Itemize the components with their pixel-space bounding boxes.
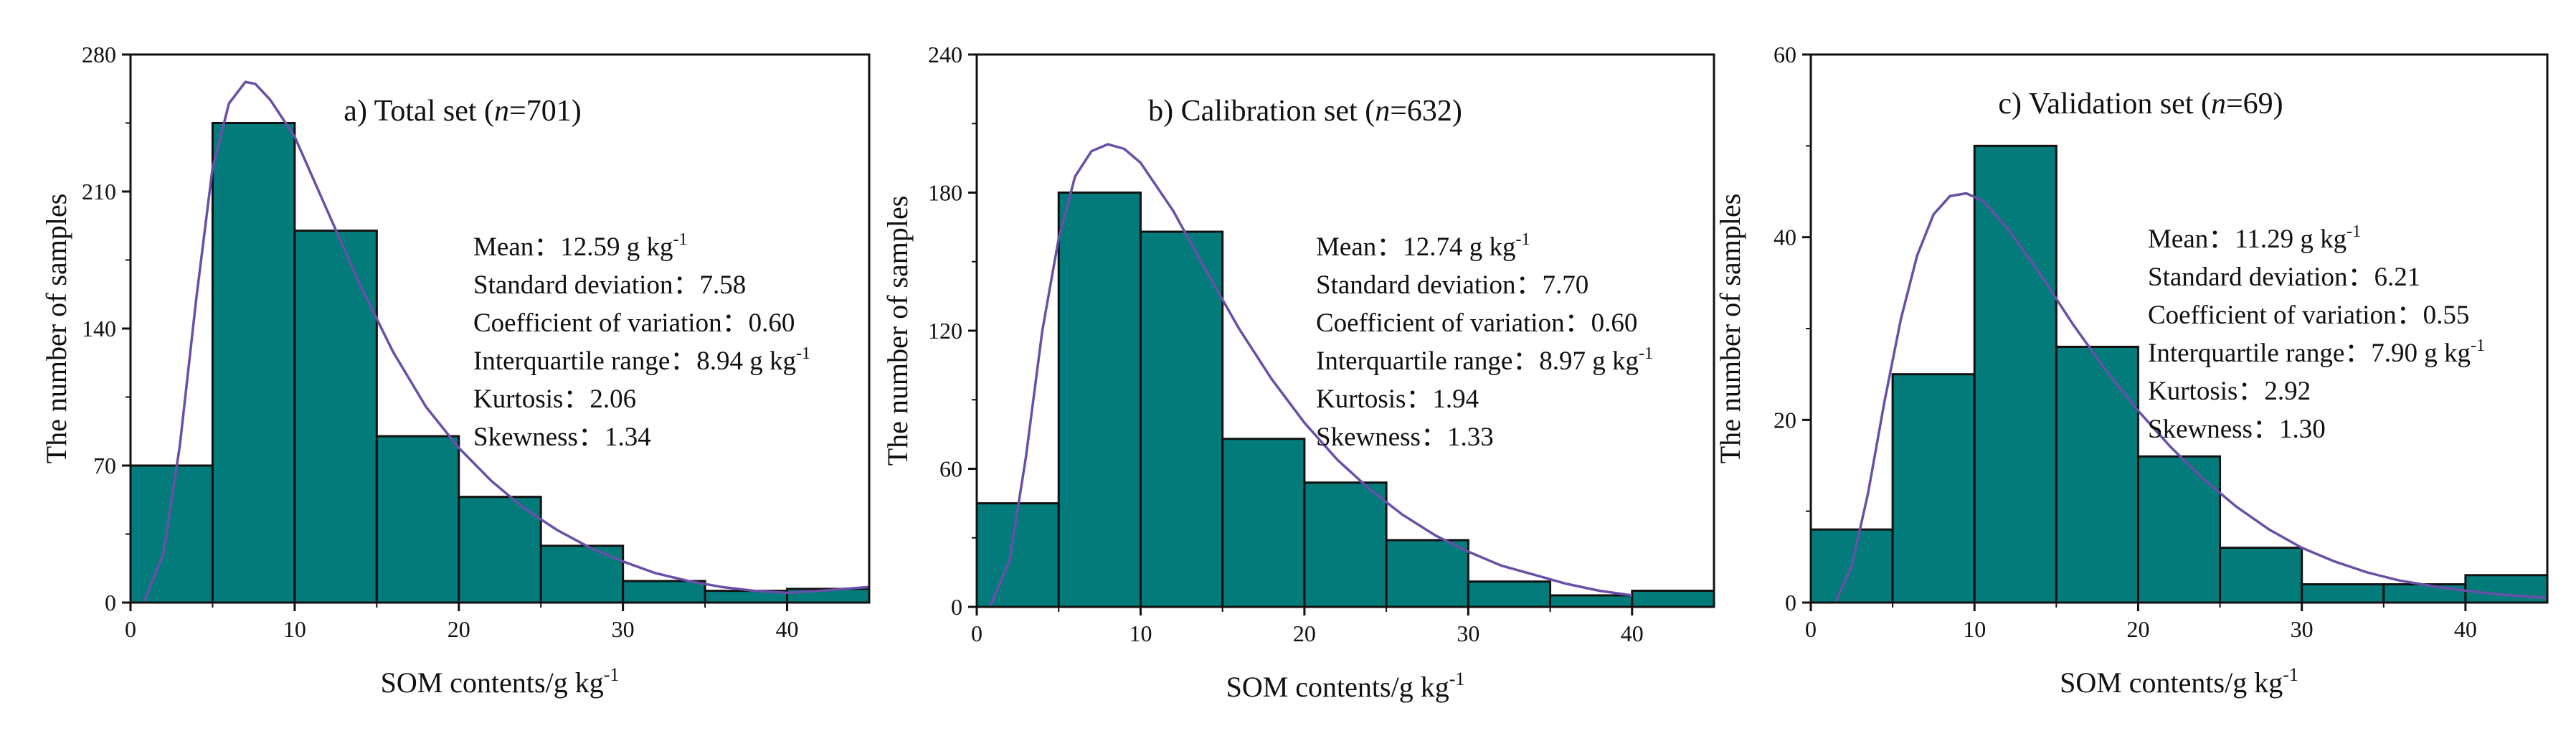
histogram-bar: [2464, 574, 2549, 604]
histogram-bar: [458, 496, 542, 604]
chart-panel-2: 0 10 20 30 40 0 60 120 180 240 SOM contents/g kg-1…: [881, 42, 1715, 703]
x-tick-label: 10: [1129, 621, 1152, 646]
chart-panel-3: 0 10 20 30 40 0 20 40 60 SOM contents/g kg-1 The n…: [1714, 42, 2549, 699]
y-tick-label: 0: [105, 590, 116, 615]
x-tick-label: 20: [448, 616, 470, 642]
statistic-line: Coefficient of variation：0.55: [2148, 301, 2469, 330]
histogram-bar: [1057, 192, 1142, 608]
y-axis-label: The number of samples: [40, 194, 72, 464]
y-tick-label: 40: [1774, 225, 1796, 250]
statistic-line: Kurtosis：1.94: [1316, 384, 1479, 414]
y-tick-label: 140: [82, 316, 116, 341]
x-tick-label: 40: [776, 616, 799, 642]
x-axis-label: SOM contents/g kg-1: [1226, 669, 1465, 703]
histogram-bar: [2301, 583, 2385, 604]
x-tick-label: 10: [1963, 616, 1986, 642]
chart-title: a) Total set (n=701): [344, 95, 581, 128]
statistic-line: Mean：12.74 g kg-1: [1316, 230, 1530, 262]
statistic-line: Standard deviation：7.58: [473, 270, 746, 300]
y-tick-label: 120: [928, 318, 962, 344]
histogram-bar: [2136, 455, 2222, 604]
statistic-line: Interquartile range：8.94 g kg-1: [473, 344, 810, 376]
y-axis-label: The number of samples: [881, 196, 914, 466]
x-tick-label: 30: [612, 616, 635, 642]
x-tick-label: 40: [2454, 616, 2477, 642]
x-tick-label: 20: [2126, 616, 2149, 642]
x-tick-label: 0: [1805, 616, 1817, 642]
y-axis-label: The number of samples: [1714, 194, 1746, 464]
histogram-bar: [539, 544, 625, 604]
histogram-bar: [129, 464, 214, 604]
histogram-bar: [2219, 547, 2303, 604]
x-tick-label: 0: [125, 616, 136, 642]
histogram-bar: [975, 502, 1060, 608]
x-tick-label: 20: [1293, 621, 1316, 646]
statistic-line: Skewness：1.33: [1316, 423, 1494, 452]
fitted-distribution-curve: [1834, 192, 2548, 603]
statistic-line: Kurtosis：2.06: [473, 384, 636, 414]
histogram-bar: [1467, 580, 1552, 608]
histogram-bar: [375, 435, 460, 604]
histogram-bar: [1891, 373, 1976, 604]
statistic-line: Skewness：1.30: [2148, 415, 2326, 444]
statistic-line: Skewness：1.34: [473, 423, 651, 452]
statistic-line: Standard deviation：7.70: [1316, 270, 1588, 300]
statistic-line: Standard deviation：6.21: [2148, 263, 2420, 292]
histogram-bar: [211, 122, 296, 604]
histogram-bar: [1221, 438, 1306, 608]
histogram-bar: [1139, 230, 1224, 608]
y-tick-label: 180: [928, 180, 962, 206]
x-tick-label: 30: [2291, 616, 2314, 642]
y-tick-label: 210: [82, 179, 116, 204]
y-tick-label: 60: [939, 456, 962, 482]
x-tick-label: 40: [1621, 621, 1644, 646]
fitted-distribution-curve: [988, 143, 1633, 608]
histogram-bar: [293, 230, 378, 604]
histogram-bar: [1631, 590, 1715, 608]
x-tick-label: 0: [971, 621, 982, 646]
histogram-bar: [1303, 481, 1388, 608]
chart-title: b) Calibration set (n=632): [1148, 95, 1462, 128]
y-tick-label: 0: [1785, 590, 1796, 615]
statistic-line: Kurtosis：2.92: [2148, 377, 2311, 406]
x-tick-label: 30: [1457, 621, 1479, 646]
statistic-line: Coefficient of variation：0.60: [473, 308, 795, 338]
histogram-bar: [1385, 539, 1469, 608]
y-tick-label: 280: [82, 42, 116, 67]
statistic-line: Interquartile range：8.97 g kg-1: [1316, 344, 1653, 376]
x-axis-label: SOM contents/g kg-1: [2060, 664, 2298, 699]
statistic-line: Coefficient of variation：0.60: [1316, 308, 1637, 338]
histogram-bar: [622, 580, 706, 604]
statistic-line: Interquartile range：7.90 g kg-1: [2148, 336, 2485, 368]
y-tick-label: 20: [1774, 407, 1796, 433]
chart-title: c) Validation set (n=69): [1998, 88, 2283, 121]
statistic-line: Mean：11.29 g kg-1: [2148, 222, 2361, 254]
x-tick-label: 10: [283, 616, 306, 642]
x-axis-label: SOM contents/g kg-1: [381, 664, 620, 699]
histogram-bar: [2382, 583, 2467, 604]
y-tick-label: 60: [1774, 42, 1796, 67]
histogram-bar: [1549, 594, 1634, 608]
histogram-bar: [1973, 144, 2058, 604]
y-tick-label: 240: [928, 42, 962, 67]
statistic-line: Mean：12.59 g kg-1: [473, 230, 688, 262]
chart-panel-1: 0 10 20 30 40 0 70 140 210 280 SOM contents/g kg-1…: [40, 42, 871, 699]
fitted-distribution-curve: [142, 80, 870, 603]
y-tick-label: 70: [93, 453, 116, 478]
histogram-bar: [2055, 345, 2139, 604]
y-tick-label: 0: [951, 594, 962, 620]
